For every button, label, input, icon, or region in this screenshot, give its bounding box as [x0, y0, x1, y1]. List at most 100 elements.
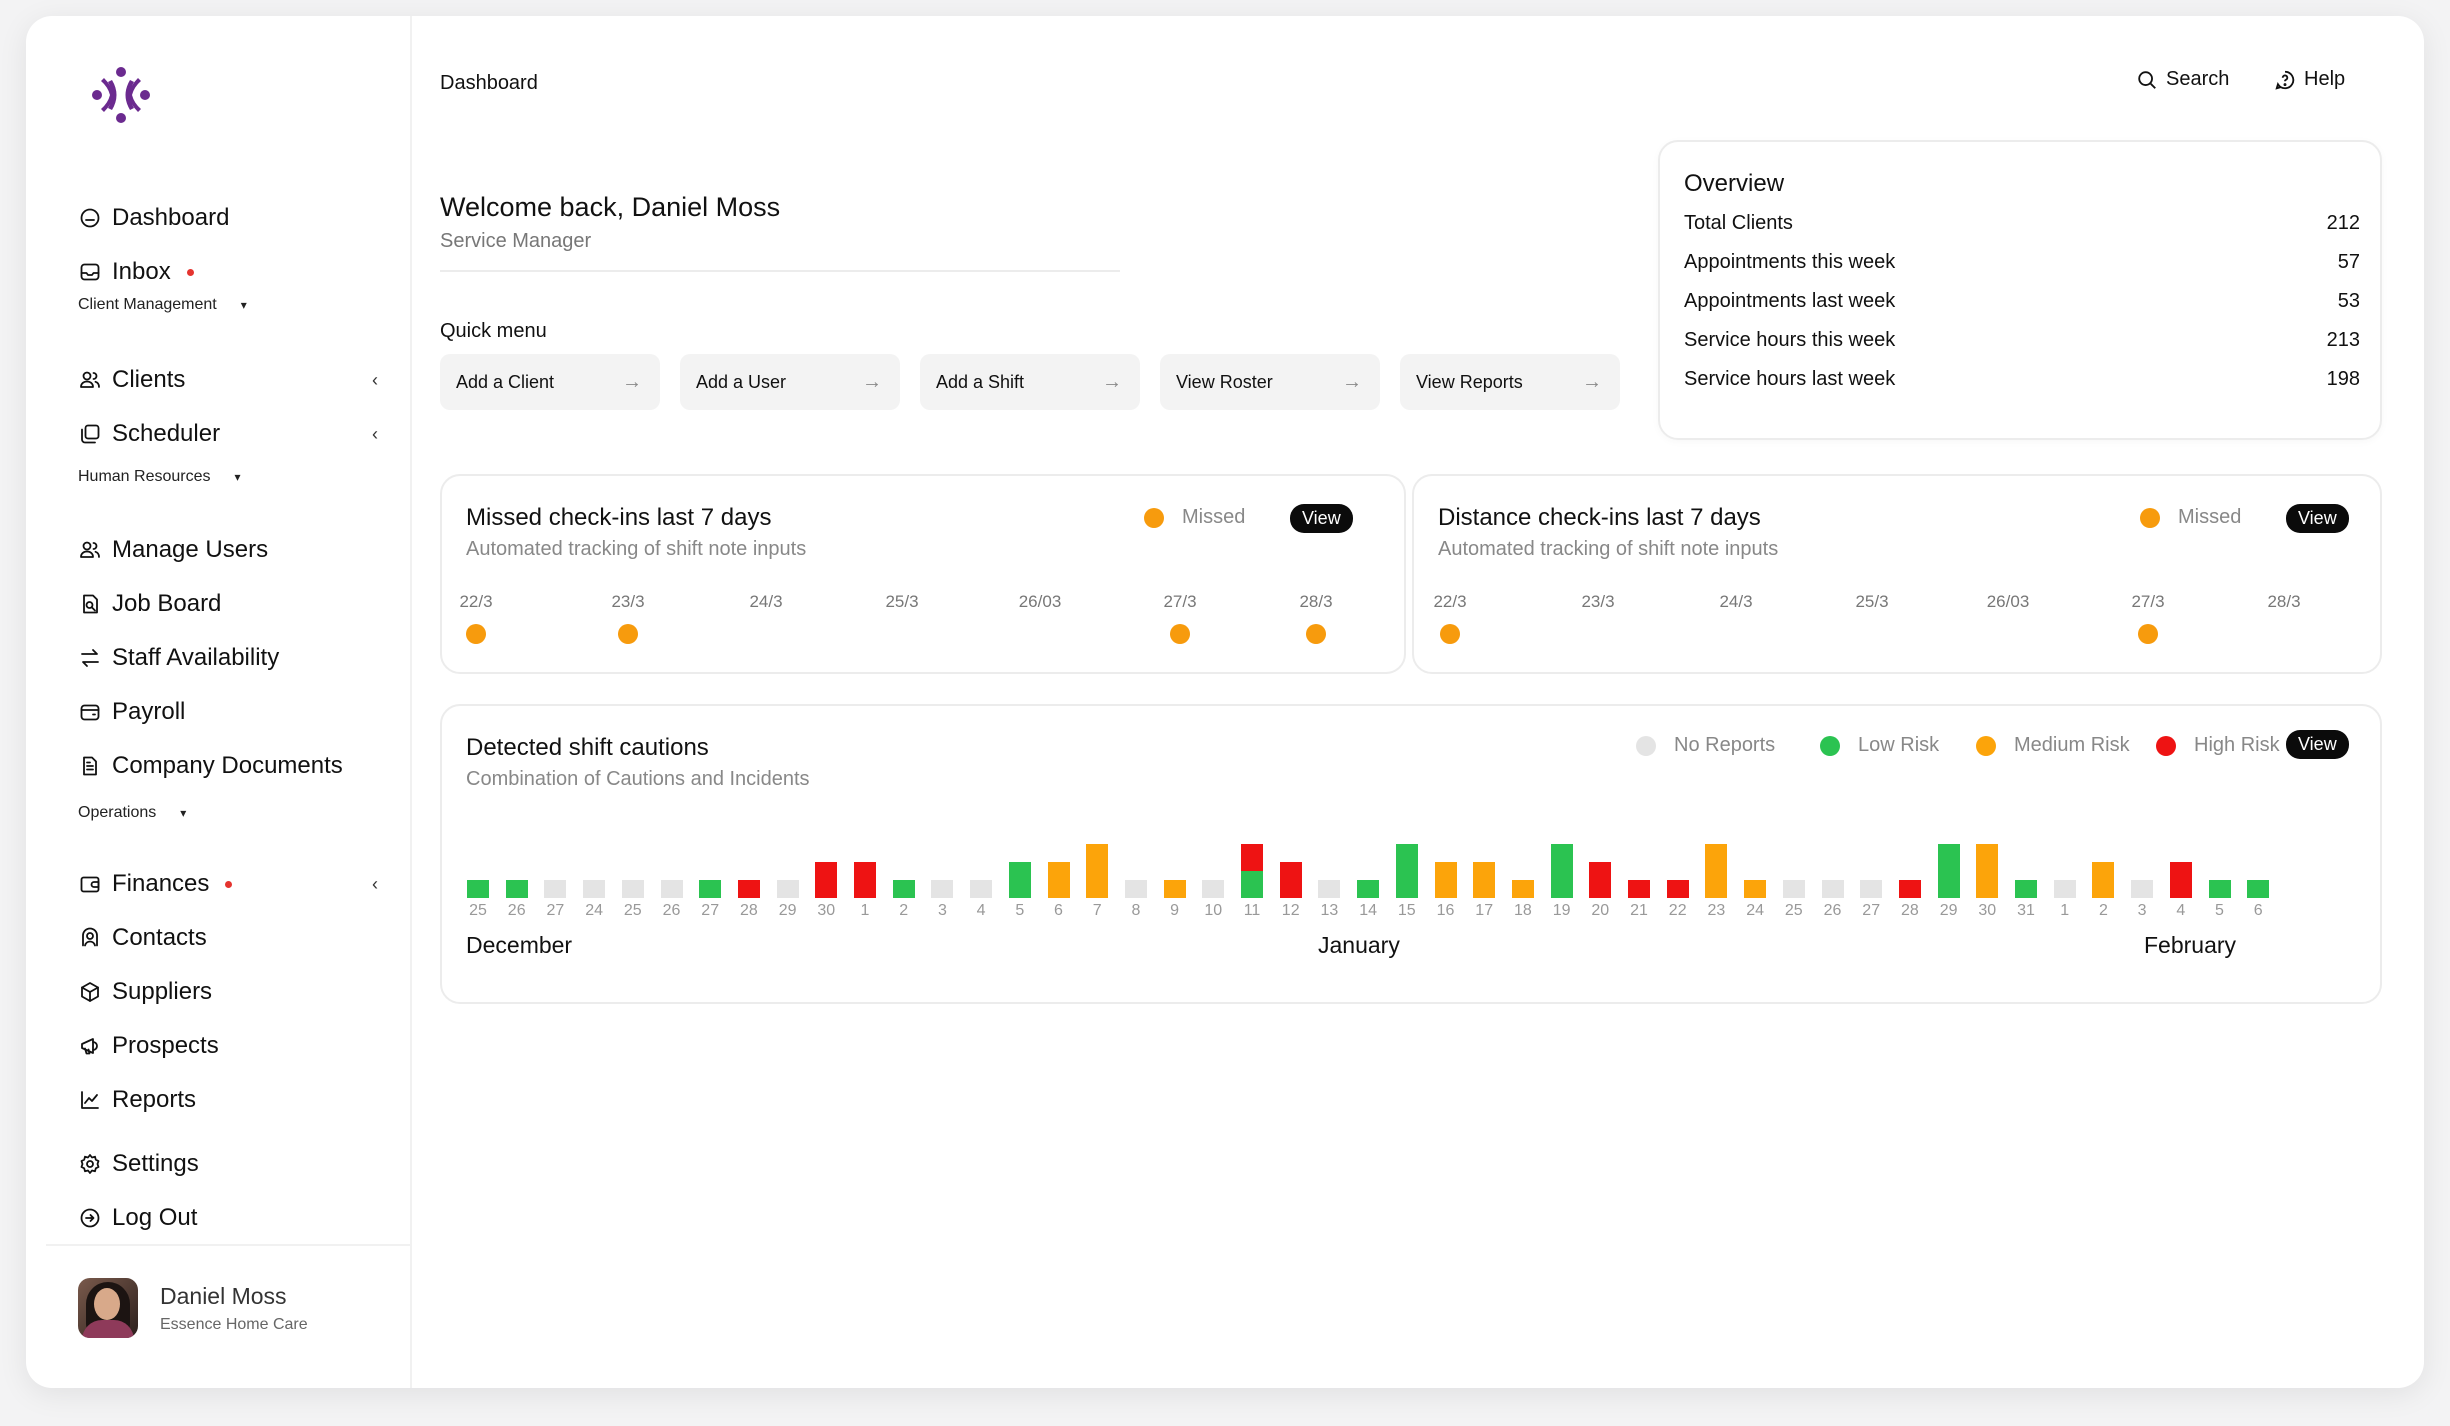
sidebar-item-reports[interactable]: Reports	[78, 1078, 378, 1122]
sidebar-item-payroll[interactable]: Payroll	[78, 690, 378, 734]
sidebar-item-suppliers[interactable]: Suppliers	[78, 970, 378, 1014]
sidebar-item-scheduler[interactable]: Scheduler ‹	[78, 412, 378, 456]
missed-checkin-dot[interactable]	[1306, 624, 1326, 644]
caret-down-icon[interactable]: ▾	[180, 806, 187, 820]
chart-bar-high[interactable]	[1589, 862, 1612, 898]
chart-bar-low[interactable]	[2247, 880, 2270, 898]
help-button[interactable]: Help	[2274, 68, 2345, 91]
sidebar-item-prospects[interactable]: Prospects	[78, 1024, 378, 1068]
chevron-left-icon[interactable]: ‹	[372, 873, 378, 894]
section-label: Human Resources	[78, 468, 211, 485]
chart-bar-low[interactable]	[2208, 880, 2231, 898]
chart-bar-low[interactable]	[467, 880, 489, 898]
chart-bar-medium[interactable]	[2092, 862, 2115, 898]
sidebar-item-log-out[interactable]: Log Out	[78, 1196, 378, 1240]
quick-menu-add-a-user-button[interactable]: Add a User →	[680, 354, 900, 410]
chart-bar-high[interactable]	[1628, 880, 1650, 898]
chart-bar-none[interactable]	[621, 880, 644, 898]
brand-logo[interactable]	[92, 66, 150, 124]
chart-bar-low[interactable]	[1008, 862, 1031, 898]
chart-bar-medium[interactable]	[1511, 880, 1534, 898]
section-client-management[interactable]: Client Management ▾	[78, 296, 247, 314]
quick-menu-add-a-client-button[interactable]: Add a Client →	[440, 354, 660, 410]
chart-bar-low[interactable]	[892, 880, 915, 898]
chart-bar-none[interactable]	[1124, 880, 1147, 898]
shift-cautions-view-button[interactable]: View	[2286, 730, 2349, 759]
caret-down-icon[interactable]: ▾	[240, 298, 247, 312]
chevron-left-icon[interactable]: ‹	[372, 369, 378, 390]
chart-bar-high[interactable]	[815, 862, 838, 898]
chart-tick-label: 30	[817, 902, 836, 919]
chart-bar-low[interactable]	[505, 880, 528, 898]
chart-bar-medium[interactable]	[1434, 862, 1457, 898]
chart-bar-medium[interactable]	[1163, 880, 1186, 898]
chart-bar-high[interactable]	[1666, 880, 1689, 898]
overview-row-value: 198	[2326, 368, 2360, 390]
legend-label: No Reports	[1674, 734, 1776, 756]
chart-bar-medium[interactable]	[1976, 844, 1999, 898]
avatar[interactable]	[78, 1278, 138, 1338]
chart-bar-low[interactable]	[1241, 871, 1263, 898]
chevron-left-icon[interactable]: ‹	[372, 423, 378, 444]
chart-bar-medium[interactable]	[1473, 862, 1496, 898]
chart-bar-low[interactable]	[1395, 844, 1418, 898]
chart-bar-high[interactable]	[1241, 844, 1263, 871]
sidebar-item-dashboard[interactable]: Dashboard	[78, 196, 378, 240]
sidebar-item-settings[interactable]: Settings	[78, 1142, 378, 1186]
missed-checkin-dot[interactable]	[466, 624, 486, 644]
chart-bar-low[interactable]	[2015, 880, 2037, 898]
chart-bar-low[interactable]	[1937, 844, 1960, 898]
shift-cautions-subtitle: Combination of Cautions and Incidents	[466, 768, 810, 790]
chart-bar-none[interactable]	[1821, 880, 1844, 898]
overview-row: Service hours last week 198	[1684, 368, 2360, 391]
contacts-icon	[78, 926, 102, 950]
chart-bar-none[interactable]	[1860, 880, 1883, 898]
chart-bar-high[interactable]	[1898, 880, 1921, 898]
chart-bar-none[interactable]	[970, 880, 993, 898]
chart-bar-none[interactable]	[1318, 880, 1341, 898]
chart-bar-none[interactable]	[544, 880, 567, 898]
sidebar-item-job-board[interactable]: Job Board	[78, 582, 378, 626]
missed-checkin-dot[interactable]	[1440, 624, 1460, 644]
sidebar-item-clients[interactable]: Clients ‹	[78, 358, 378, 402]
chart-bar-high[interactable]	[1279, 862, 1302, 898]
chart-bar-medium[interactable]	[1086, 844, 1109, 898]
chart-bar-none[interactable]	[1782, 880, 1805, 898]
chart-bar-medium[interactable]	[1744, 880, 1767, 898]
chart-bar-none[interactable]	[583, 880, 606, 898]
search-button[interactable]: Search	[2136, 68, 2229, 91]
quick-menu-view-reports-button[interactable]: View Reports →	[1400, 354, 1620, 410]
quick-menu-view-roster-button[interactable]: View Roster →	[1160, 354, 1380, 410]
distance-checkins-view-button[interactable]: View	[2286, 504, 2349, 533]
sidebar-item-company-documents[interactable]: Company Documents	[78, 744, 378, 788]
quick-menu-add-a-shift-button[interactable]: Add a Shift →	[920, 354, 1140, 410]
sidebar-item-finances[interactable]: Finances ‹	[78, 862, 378, 906]
chart-bar-none[interactable]	[660, 880, 683, 898]
chart-bar-medium[interactable]	[1047, 862, 1070, 898]
chart-bar-low[interactable]	[1550, 844, 1573, 898]
missed-checkin-dot[interactable]	[2138, 624, 2158, 644]
chart-bar-high[interactable]	[2169, 862, 2192, 898]
chart-bar-high[interactable]	[854, 862, 876, 898]
sidebar-item-staff-availability[interactable]: Staff Availability	[78, 636, 378, 680]
user-profile[interactable]: Daniel Moss Essence Home Care	[78, 1278, 308, 1338]
sidebar-item-inbox[interactable]: Inbox	[78, 250, 378, 294]
chart-bar-low[interactable]	[699, 880, 722, 898]
chart-bar-low[interactable]	[1357, 880, 1380, 898]
chart-bar-none[interactable]	[2131, 880, 2154, 898]
missed-checkin-dot[interactable]	[1170, 624, 1190, 644]
missed-checkins-view-button[interactable]: View	[1290, 504, 1353, 533]
chart-bar-medium[interactable]	[1705, 844, 1728, 898]
chart-bar-none[interactable]	[1202, 880, 1225, 898]
chart-bar-none[interactable]	[776, 880, 799, 898]
chart-bar-none[interactable]	[931, 880, 954, 898]
chart-bar-none[interactable]	[2053, 880, 2076, 898]
chart-bar-high[interactable]	[737, 880, 760, 898]
caret-down-icon[interactable]: ▾	[234, 470, 241, 484]
sidebar-item-manage-users[interactable]: Manage Users	[78, 528, 378, 572]
shift-cautions-card: Detected shift cautions Combination of C…	[440, 704, 2382, 1004]
sidebar-item-contacts[interactable]: Contacts	[78, 916, 378, 960]
missed-checkin-dot[interactable]	[618, 624, 638, 644]
section-operations[interactable]: Operations ▾	[78, 804, 186, 822]
section-human-resources[interactable]: Human Resources ▾	[78, 468, 241, 486]
